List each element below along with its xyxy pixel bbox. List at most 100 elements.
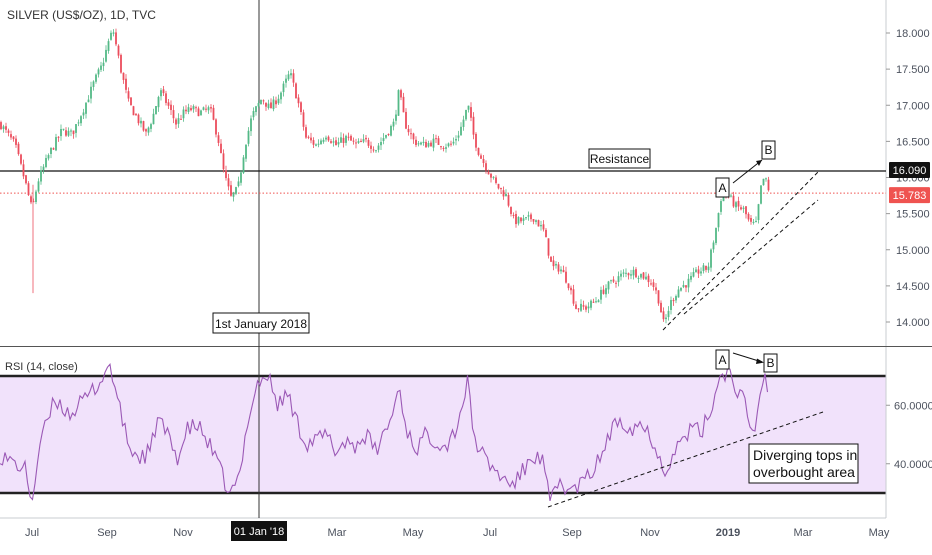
candle-body <box>90 86 92 99</box>
candle-body <box>757 204 760 221</box>
candle-body <box>675 296 677 301</box>
candle-body <box>330 141 332 143</box>
rsi-b-label: B <box>766 356 774 370</box>
candle-body <box>590 300 592 308</box>
rsi-a-label: A <box>718 353 726 367</box>
candle-body <box>517 217 520 224</box>
candle-body <box>382 138 385 142</box>
divergence-annotation: Diverging tops in overbought area <box>753 447 857 480</box>
candle-body <box>402 96 405 113</box>
rsi-line <box>0 363 769 502</box>
candle-body <box>747 213 750 220</box>
candle-body <box>425 141 427 148</box>
peak-a-box[interactable] <box>715 177 730 198</box>
candle-body <box>392 121 395 127</box>
candle-body <box>635 269 637 278</box>
candle-body <box>685 285 687 288</box>
candle-body <box>250 118 252 132</box>
crosshair-date-label: 01 Jan '18 <box>234 526 284 538</box>
candle-body <box>12 136 15 140</box>
candle-body <box>715 228 717 244</box>
lower-trendline[interactable] <box>683 199 819 315</box>
rsi-axis[interactable]: 60.0000 40.0000 <box>886 400 932 471</box>
time-tick-label: May <box>869 527 890 539</box>
candle-body <box>125 78 127 90</box>
candle-body <box>275 100 277 105</box>
candle-body <box>187 107 190 112</box>
time-tick-label: 2019 <box>716 527 740 539</box>
peak-a-label: A <box>718 181 726 195</box>
candle-body <box>432 138 435 148</box>
candle-body <box>290 73 292 76</box>
time-axis[interactable]: Jul Sep Nov Mar May Jul Sep Nov 2019 Mar May <box>25 527 890 539</box>
candle-body <box>582 305 585 307</box>
candle-body <box>282 83 285 93</box>
divergence-annotation-box[interactable] <box>748 443 859 484</box>
candle-body <box>707 266 710 271</box>
candle-body <box>285 78 287 83</box>
candle-body <box>682 284 685 288</box>
rsi-b-box[interactable] <box>763 353 778 373</box>
candle-body <box>135 113 137 116</box>
resistance-annotation-box[interactable] <box>588 148 651 169</box>
candle-body <box>30 196 32 203</box>
candle-body <box>210 107 212 109</box>
candle-body <box>0 122 2 130</box>
candle-body <box>242 157 245 173</box>
candle-body <box>690 275 692 280</box>
candle-body <box>630 274 632 276</box>
candle-body <box>720 201 722 212</box>
chart-title: SILVER (US$/OZ), 1D, TVC <box>7 8 156 22</box>
candle-body <box>742 207 745 209</box>
rsi-ab-arrowhead <box>756 358 764 364</box>
candle-body <box>192 106 195 110</box>
candle-body <box>310 137 312 141</box>
candle-body <box>230 185 232 196</box>
price-tick-label: 14.000 <box>896 317 930 329</box>
candle-body <box>565 271 567 283</box>
candle-body <box>355 142 357 144</box>
time-tick-label: May <box>403 527 424 539</box>
price-tick-label: 14.500 <box>896 281 930 293</box>
price-ab-arrow <box>732 159 763 184</box>
time-tick-label: Mar <box>794 527 813 539</box>
upper-trendline[interactable] <box>662 171 819 331</box>
candle-body <box>550 256 552 262</box>
candle-body <box>615 282 617 284</box>
candle-body <box>730 195 732 197</box>
candle-body <box>177 118 180 124</box>
candle-body <box>500 187 502 190</box>
candle-body <box>325 137 327 140</box>
candle-body <box>172 110 175 119</box>
candle-body <box>152 113 155 125</box>
january-annotation: 1st January 2018 <box>215 317 307 331</box>
candle-body <box>45 158 47 168</box>
candle-body <box>592 301 595 303</box>
peak-b-box[interactable] <box>761 140 776 160</box>
january-annotation-box[interactable] <box>212 312 310 334</box>
candle-body <box>487 171 490 175</box>
candle-body <box>567 283 570 289</box>
candle-body <box>235 187 237 194</box>
candle-body <box>390 125 392 136</box>
candle-body <box>360 140 362 143</box>
candle-body <box>417 143 420 145</box>
candle-body <box>157 96 160 108</box>
candle-body <box>327 136 330 141</box>
candle-body <box>672 299 675 302</box>
candle-body <box>647 275 650 283</box>
candle-body <box>412 133 415 140</box>
candle-body <box>462 119 465 127</box>
candle-body <box>570 287 572 291</box>
crosshair-date-badge <box>231 521 287 541</box>
candle-body <box>300 102 302 113</box>
rsi-a-box[interactable] <box>715 349 730 370</box>
candle-body <box>470 107 472 118</box>
candle-body <box>507 194 510 206</box>
candle-body <box>372 149 375 151</box>
candle-body <box>472 116 475 135</box>
candle-body <box>205 108 207 110</box>
candle-body <box>705 265 707 270</box>
